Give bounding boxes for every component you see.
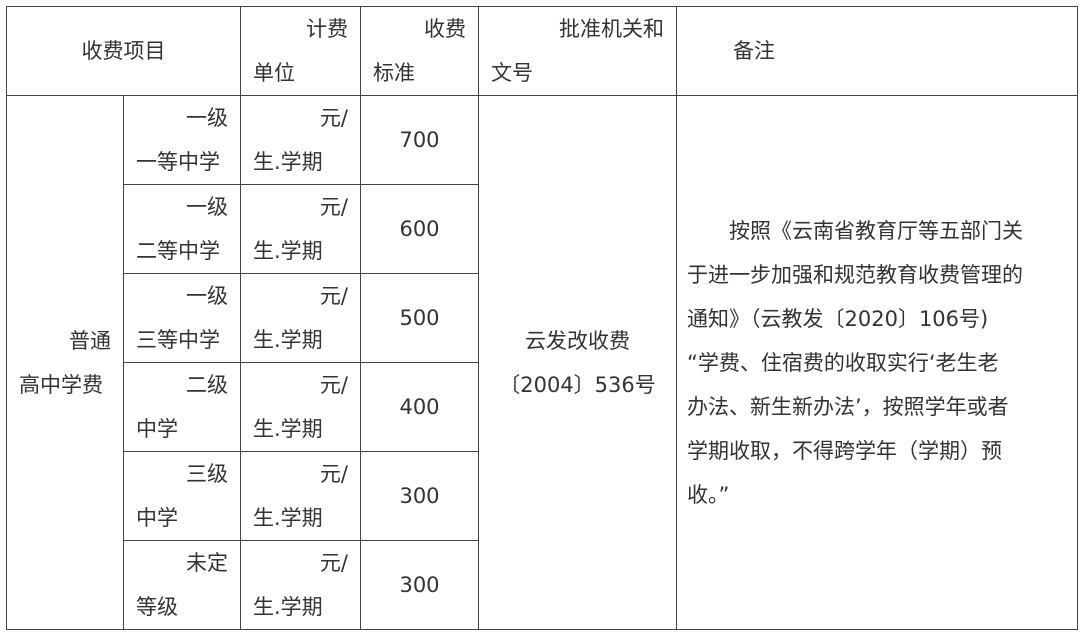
header-unit-line1: 计费: [306, 17, 348, 41]
unit-line1: 元/: [319, 195, 348, 219]
level-line1: 一级: [186, 106, 228, 130]
table-row: 二级 中学 元/生.学期 400: [7, 362, 1078, 452]
remark-cell: 按照《云南省教育厅等五部门关 于进一步加强和规范教育收费管理的 通知》（云教发〔…: [676, 95, 1078, 630]
unit-line2: 生.学期: [253, 150, 323, 174]
fee-table: 收费项目 计费 单位 收费 标准 批准机关和 文号 备注 普通 高中学费 一级 一等中学 …: [6, 6, 1078, 630]
header-standard: 收费 标准: [360, 6, 479, 96]
level-cell: 二级 中学: [123, 362, 241, 452]
level-line1: 未定: [186, 551, 228, 575]
unit-line2: 生.学期: [253, 239, 323, 263]
level-line2: 中学: [136, 417, 178, 441]
level-line2: 中学: [136, 506, 178, 530]
header-unit: 计费 单位: [240, 6, 361, 96]
header-item: 收费项目: [6, 6, 241, 96]
header-approval: 批准机关和文号: [478, 6, 677, 96]
unit-line1: 元/: [319, 284, 348, 308]
level-cell: 三级 中学: [123, 451, 241, 541]
fee-cell: 700: [360, 95, 479, 185]
fee-cell: 400: [360, 362, 479, 452]
remark-line: 收。”: [687, 482, 730, 507]
unit-line2: 生.学期: [253, 328, 323, 352]
level-line1: 三级: [186, 462, 228, 486]
approval-cell: 云发改收费〔2004〕536号: [478, 95, 677, 630]
remark-line: “学费、住宿费的收取实行‘老生老: [687, 350, 999, 375]
unit-cell: 元/生.学期: [240, 362, 361, 452]
table-row: 一级三等中学 元/生.学期 500: [7, 273, 1078, 363]
category-line2: 高中学费: [19, 372, 103, 397]
unit-line1: 元/: [319, 462, 348, 486]
fee-cell: 500: [360, 273, 479, 363]
level-line2: 二等中学: [136, 239, 220, 263]
unit-line2: 生.学期: [253, 595, 323, 619]
remark-line: 通知》（云教发〔2020〕106号): [687, 306, 989, 331]
table-row: 三级 中学 元/生.学期 300: [7, 451, 1078, 541]
unit-line2: 生.学期: [253, 417, 323, 441]
level-line2: 三等中学: [136, 328, 220, 352]
level-line1: 一级: [186, 284, 228, 308]
header-row: 收费项目 计费 单位 收费 标准 批准机关和文号 备注: [6, 6, 1078, 96]
remark-line: 于进一步加强和规范教育收费管理的: [687, 262, 1023, 287]
remark-line: 按照《云南省教育厅等五部门关: [729, 218, 1023, 243]
header-standard-line2: 标准: [373, 61, 415, 85]
unit-cell: 元/生.学期: [240, 95, 361, 185]
unit-cell: 元/生.学期: [240, 451, 361, 541]
fee-cell: 300: [360, 540, 479, 630]
unit-cell: 元/生.学期: [240, 540, 361, 630]
category-line1: 普通: [69, 328, 111, 353]
fee-cell: 600: [360, 184, 479, 274]
remark-line: 学期收取，不得跨学年（学期）预: [687, 438, 1002, 463]
unit-line1: 元/: [319, 551, 348, 575]
level-cell: 一级二等中学: [123, 184, 241, 274]
level-line2: 一等中学: [136, 150, 220, 174]
level-cell: 一级三等中学: [123, 273, 241, 363]
remark-line: 办法、新生新办法’，按照学年或者: [687, 394, 1009, 419]
fee-cell: 300: [360, 451, 479, 541]
header-standard-line1: 收费: [424, 17, 466, 41]
unit-line1: 元/: [319, 373, 348, 397]
level-cell: 一级一等中学: [123, 95, 241, 185]
category-cell: 普通高中学费: [6, 95, 124, 630]
header-unit-line2: 单位: [253, 61, 295, 85]
approval-line1: 云发改收费: [525, 328, 630, 353]
unit-cell: 元/生.学期: [240, 184, 361, 274]
level-line1: 二级: [186, 373, 228, 397]
header-approval-line2: 文号: [491, 61, 533, 85]
table-row: 未定 等级 元/生.学期 300: [7, 540, 1078, 630]
unit-line2: 生.学期: [253, 506, 323, 530]
level-cell: 未定 等级: [123, 540, 241, 630]
unit-line1: 元/: [319, 106, 348, 130]
table-row: 普通 高中学费 一级 一等中学 元/生.学期 700 云发改收费 〔2004〕536号…: [6, 95, 1078, 630]
unit-cell: 元/生.学期: [240, 273, 361, 363]
level-line1: 一级: [186, 195, 228, 219]
level-line2: 等级: [136, 595, 178, 619]
header-remark: 备注: [676, 6, 1078, 96]
approval-line2: 〔2004〕536号: [499, 372, 656, 397]
header-approval-line1: 批准机关和: [559, 17, 664, 41]
